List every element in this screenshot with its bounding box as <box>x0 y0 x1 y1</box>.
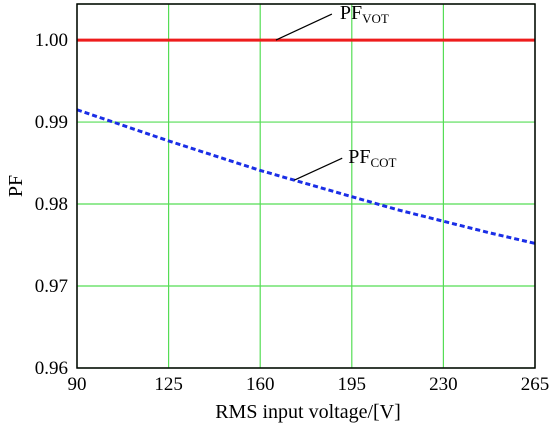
annotation-label-vot: PFVOT <box>340 2 389 26</box>
series-line-cot <box>76 108 536 245</box>
x-tick-label: 160 <box>246 374 275 395</box>
tick-labels: 90 125 160 195 230 265 0.96 0.97 0.98 0.99 1.00 <box>35 30 550 395</box>
x-tick-label: 90 <box>68 374 87 395</box>
x-tick-label: 265 <box>521 374 550 395</box>
x-tick-label: 230 <box>429 374 458 395</box>
y-tick-label: 1.00 <box>35 30 68 51</box>
series-lines <box>76 38 536 245</box>
grid <box>76 3 536 369</box>
x-tick-label: 125 <box>154 374 183 395</box>
annotation-label-cot: PFCOT <box>348 146 396 170</box>
x-tick-label: 195 <box>338 374 367 395</box>
x-axis-label: RMS input voltage/[V] <box>215 401 401 423</box>
y-tick-label: 0.96 <box>35 358 68 379</box>
annotation-leader-vot <box>275 13 333 41</box>
y-tick-label: 0.99 <box>35 112 68 133</box>
plot-frame <box>76 3 536 369</box>
annotations: PFVOT PFCOT <box>275 2 397 181</box>
y-tick-label: 0.98 <box>35 194 68 215</box>
y-tick-label: 0.97 <box>35 276 68 297</box>
y-axis-label: PF <box>5 175 27 197</box>
annotation-leader-cot <box>293 157 343 181</box>
